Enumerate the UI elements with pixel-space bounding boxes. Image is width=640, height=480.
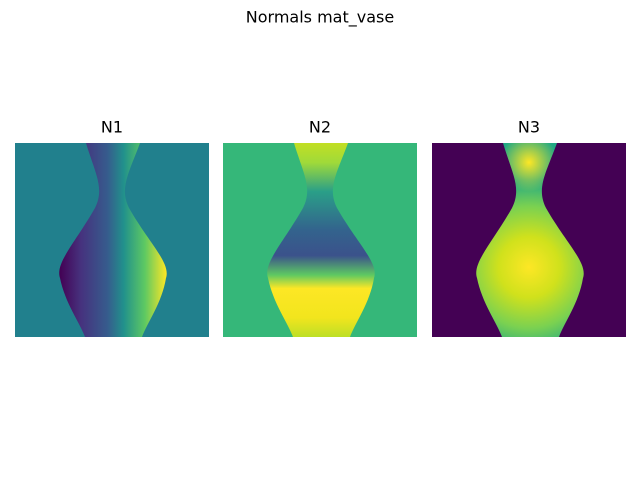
panel-title: N2 <box>309 118 331 137</box>
panel: N1 <box>15 118 209 337</box>
panel-title: N3 <box>518 118 540 137</box>
figure-title: Normals mat_vase <box>246 8 394 28</box>
panel: N2 <box>223 118 417 337</box>
panel: N3 <box>432 118 626 337</box>
panel-title: N1 <box>101 118 123 137</box>
